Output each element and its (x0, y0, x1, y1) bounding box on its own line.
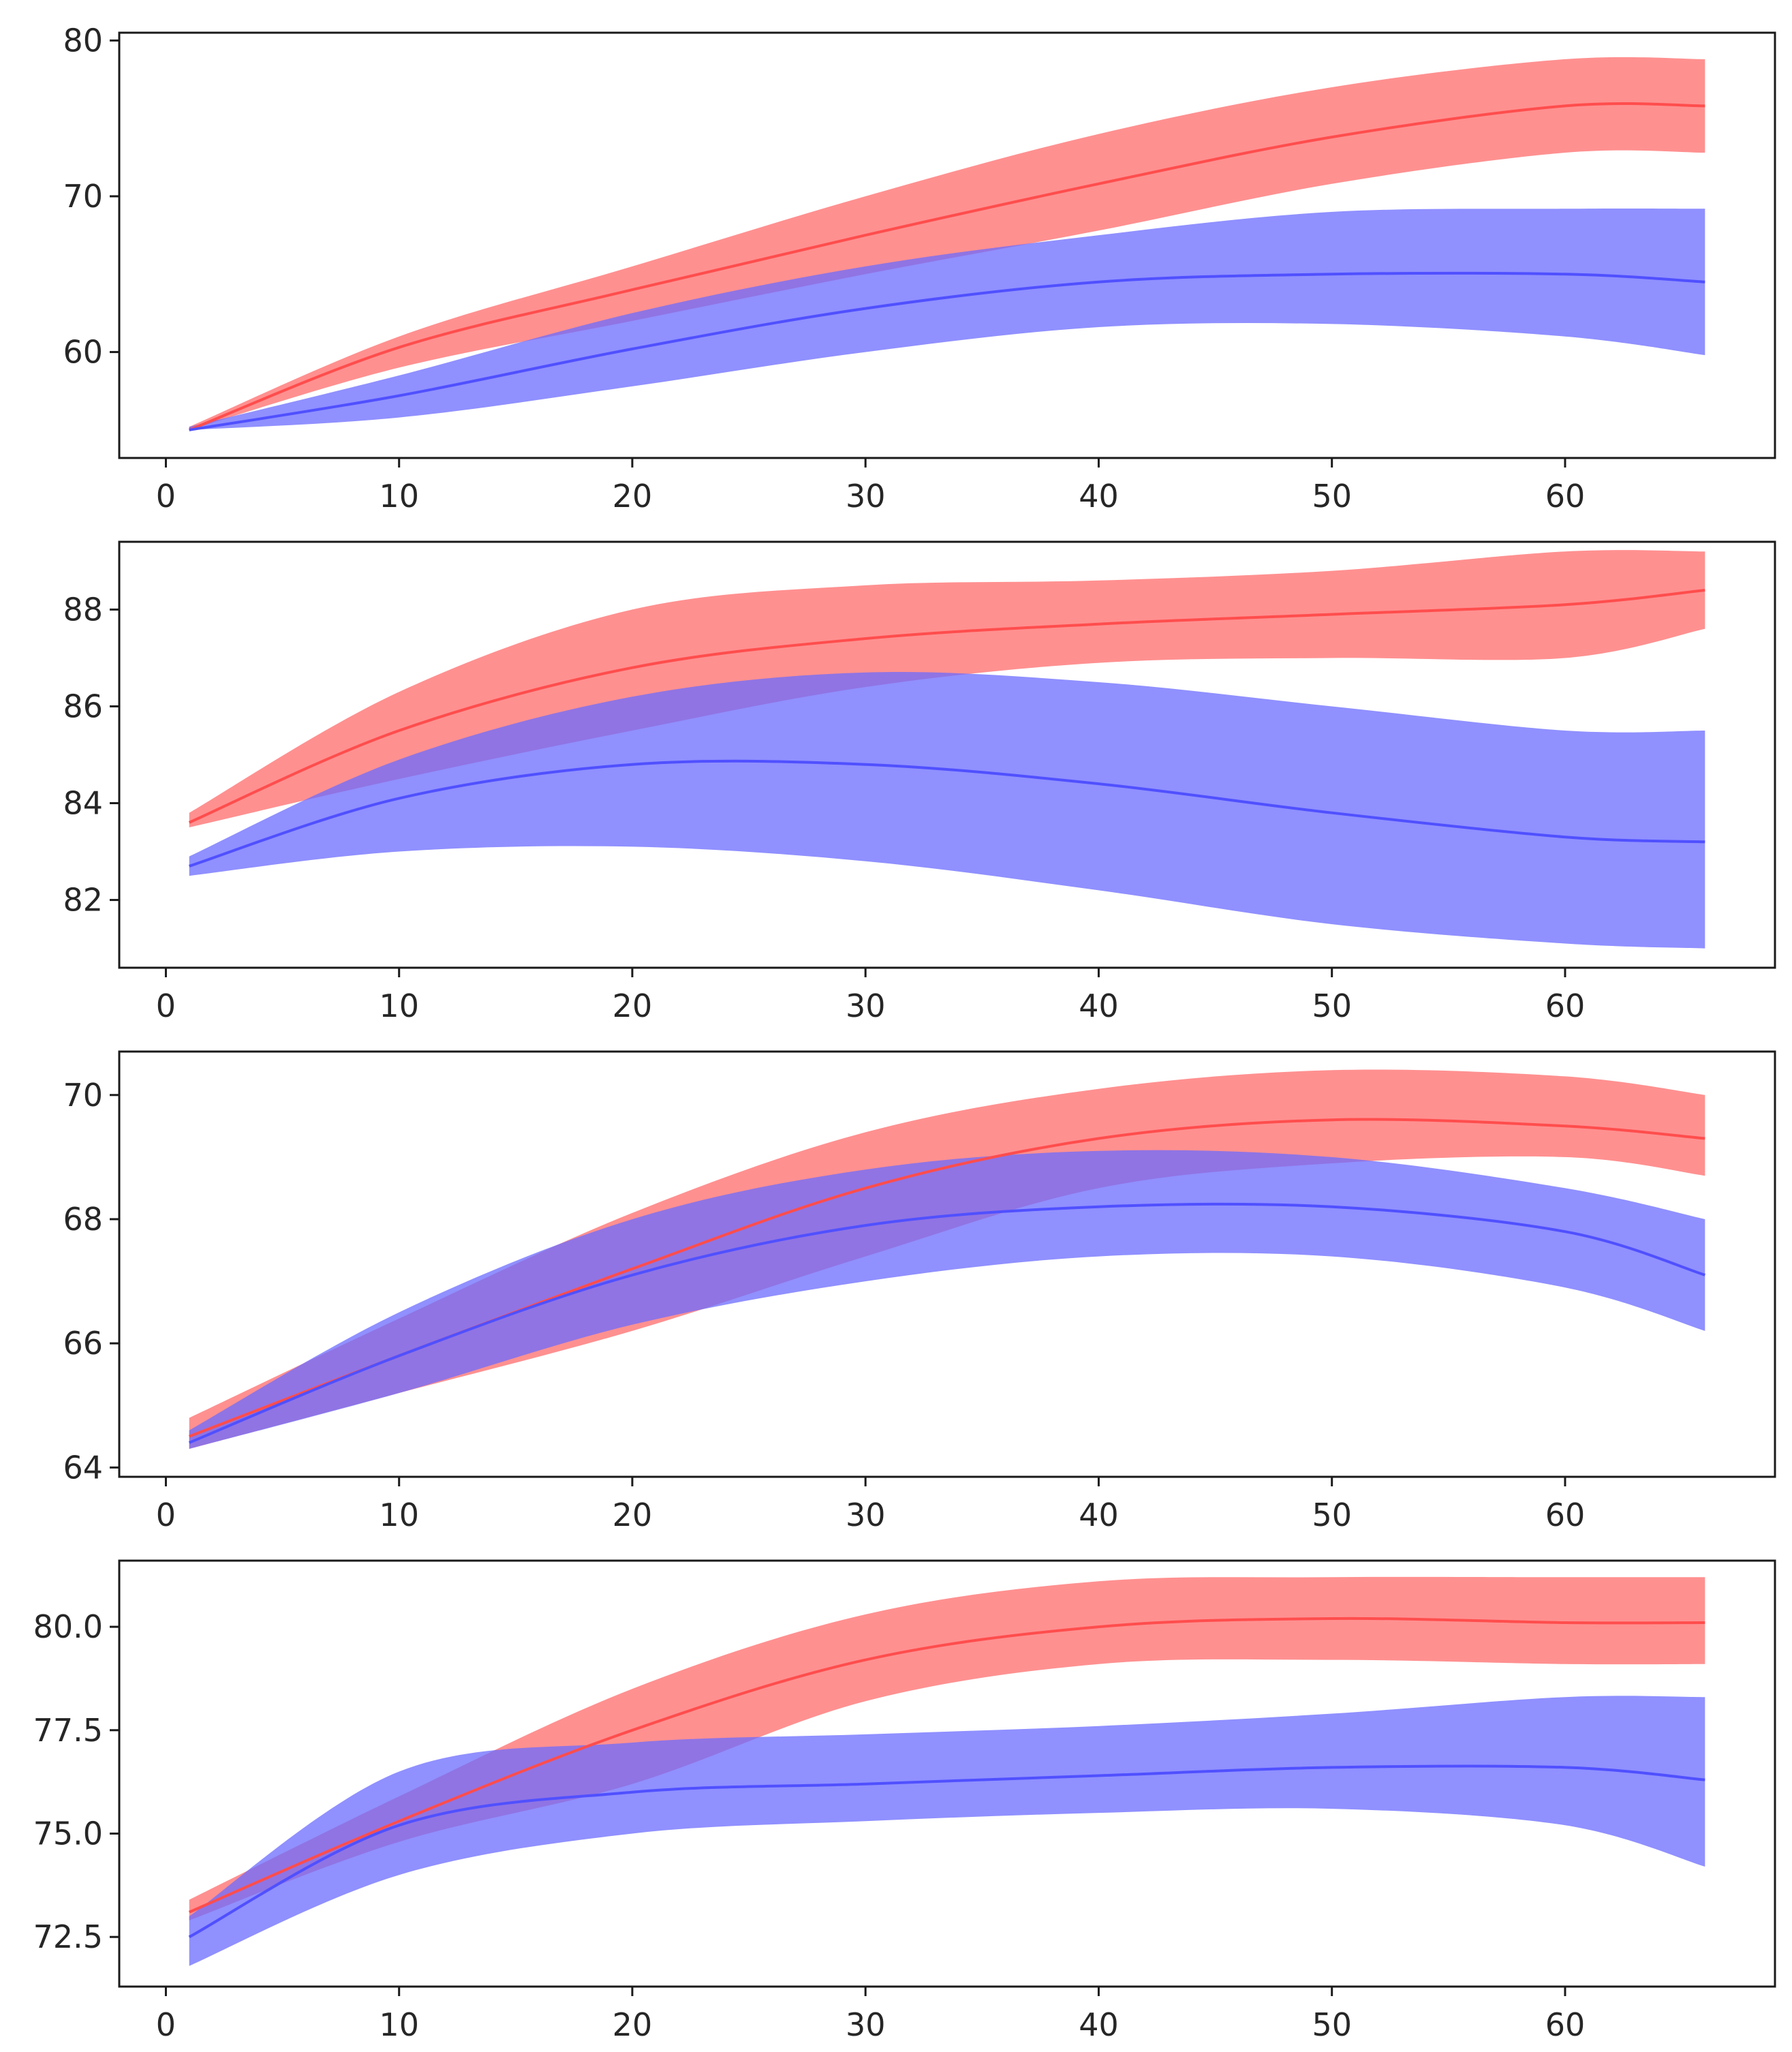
x-tick-label: 20 (613, 987, 653, 1024)
y-tick-label: 72.5 (33, 1918, 103, 1955)
x-tick-label: 0 (156, 1497, 176, 1533)
x-tick-label: 50 (1312, 1497, 1352, 1533)
x-tick-label: 60 (1545, 2006, 1586, 2043)
y-tick-label: 82 (63, 882, 103, 919)
blue-confidence-band (189, 1696, 1705, 1966)
x-tick-label: 0 (156, 2006, 176, 2043)
x-tick-label: 60 (1545, 987, 1586, 1024)
y-tick-label: 75.0 (33, 1815, 103, 1852)
axes-frame (118, 1559, 1776, 1988)
x-tick-label: 20 (613, 2006, 653, 2043)
red-mean-line (188, 1617, 1705, 1914)
y-tick-label: 77.5 (33, 1712, 103, 1749)
x-tick-label: 20 (613, 478, 653, 515)
blue-confidence-band (189, 1150, 1705, 1449)
x-tick-label: 40 (1079, 478, 1119, 515)
y-tick-label: 68 (63, 1201, 103, 1238)
x-tick-label: 40 (1079, 1497, 1119, 1533)
x-tick-label: 50 (1312, 478, 1352, 515)
axes-frame (118, 31, 1776, 459)
x-tick-label: 10 (379, 987, 419, 1024)
x-tick-label: 50 (1312, 987, 1352, 1024)
subplot-4: 0 10 20 30 40 50 60 72.5 75.0 77.5 80.0 (33, 1559, 1776, 2043)
y-tick-label: 64 (63, 1449, 103, 1486)
red-confidence-band (189, 1069, 1705, 1449)
red-confidence-band (189, 550, 1705, 827)
red-mean-line (188, 102, 1705, 431)
x-tick-label: 40 (1079, 2006, 1119, 2043)
red-confidence-band (189, 57, 1705, 430)
y-tick-label: 60 (63, 334, 103, 371)
y-tick-label: 84 (63, 785, 103, 822)
y-tick-label: 80 (63, 22, 103, 59)
x-tick-label: 20 (613, 1497, 653, 1533)
x-tick-label: 10 (379, 478, 419, 515)
subplot-1: 0 10 20 30 40 50 60 60 70 80 (63, 22, 1776, 515)
x-tick-label: 50 (1312, 2006, 1352, 2043)
axes-frame (118, 540, 1776, 969)
x-tick-label: 10 (379, 2006, 419, 2043)
x-tick-label: 60 (1545, 478, 1586, 515)
x-tick-label: 0 (156, 987, 176, 1024)
x-tick-label: 10 (379, 1497, 419, 1533)
subplot-3: 0 10 20 30 40 50 60 64 66 68 70 (63, 1050, 1776, 1533)
blue-confidence-band (189, 672, 1705, 949)
x-tick-label: 30 (846, 2006, 886, 2043)
blue-mean-line (189, 271, 1705, 431)
blue-confidence-band (189, 208, 1705, 430)
x-tick-label: 30 (846, 478, 886, 515)
red-mean-line (188, 589, 1705, 824)
y-tick-label: 88 (63, 591, 103, 628)
y-tick-label: 70 (63, 1077, 103, 1114)
x-tick-label: 60 (1545, 1497, 1586, 1533)
x-tick-label: 0 (156, 478, 176, 515)
y-tick-label: 80.0 (33, 1608, 103, 1645)
y-tick-label: 86 (63, 688, 103, 724)
blue-mean-line (188, 1764, 1705, 1938)
y-tick-label: 70 (63, 178, 103, 215)
blue-mean-line (189, 759, 1705, 868)
axes-frame (118, 1050, 1776, 1478)
y-tick-label: 66 (63, 1325, 103, 1362)
subplot-2: 0 10 20 30 40 50 60 82 84 86 88 (63, 540, 1776, 1024)
x-tick-label: 40 (1079, 987, 1119, 1024)
x-tick-label: 30 (846, 987, 886, 1024)
x-tick-label: 30 (846, 1497, 886, 1533)
blue-mean-line (188, 1202, 1705, 1444)
